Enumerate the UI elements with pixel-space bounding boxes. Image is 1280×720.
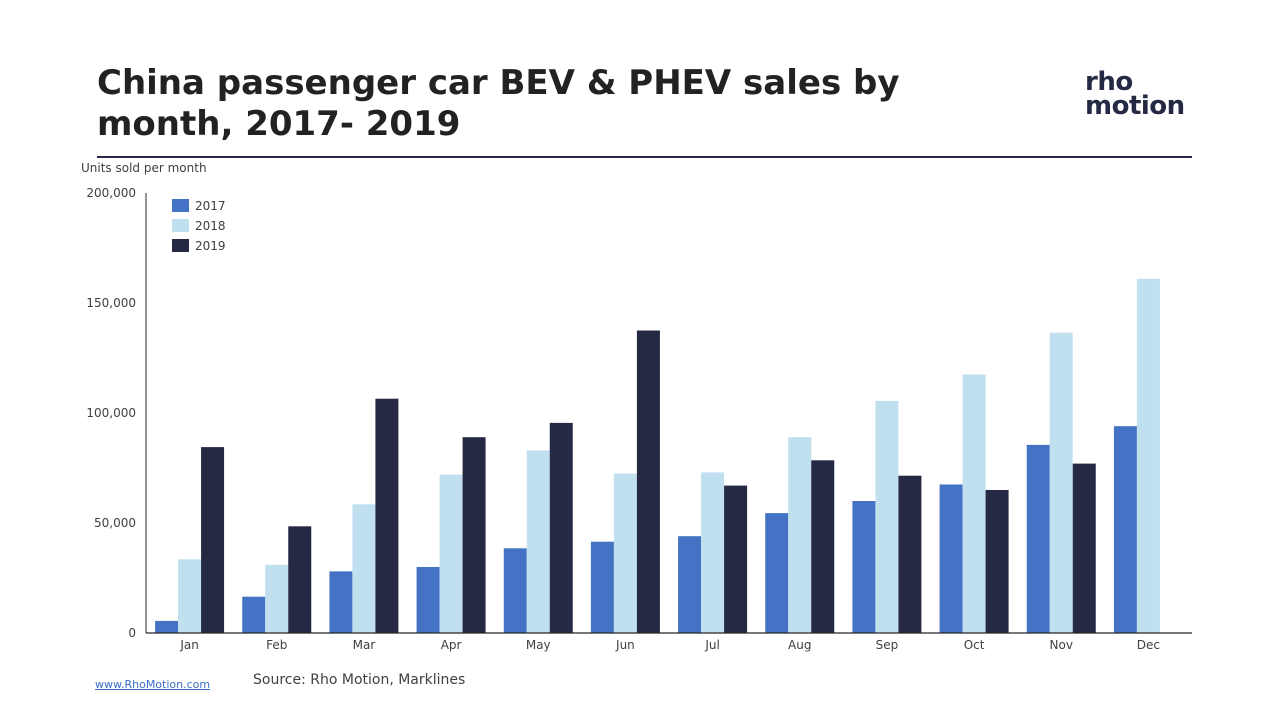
- legend-swatch-2019: [172, 239, 189, 252]
- legend-label-2018: 2018: [195, 219, 226, 233]
- legend-swatch-2017: [172, 199, 189, 212]
- y-tick-label: 150,000: [86, 296, 136, 310]
- bar-2017-jan: [155, 620, 179, 633]
- logo-line-rho: rho: [1085, 67, 1133, 97]
- bar-2019-jun: [636, 330, 660, 633]
- bar-2017-dec: [1113, 426, 1137, 633]
- bar-2019-oct: [985, 490, 1009, 633]
- y-tick-label: 50,000: [94, 516, 136, 530]
- y-tick-label: 200,000: [86, 186, 136, 200]
- bar-2017-sep: [852, 501, 876, 633]
- bar-2018-feb: [265, 564, 289, 633]
- bar-2017-feb: [242, 596, 266, 633]
- bar-2018-aug: [788, 437, 812, 633]
- y-tick-label: 0: [128, 626, 136, 640]
- bar-2019-aug: [811, 460, 835, 633]
- rhomotion-website-link[interactable]: www.RhoMotion.com: [95, 678, 211, 691]
- x-tick-label: Jun: [615, 638, 635, 652]
- bar-2018-nov: [1049, 332, 1073, 633]
- bar-2019-apr: [462, 437, 486, 633]
- bar-2017-apr: [416, 567, 440, 633]
- bar-2019-nov: [1072, 463, 1096, 633]
- bar-2018-oct: [962, 374, 986, 633]
- title-divider: [97, 156, 1192, 158]
- bar-2019-may: [549, 422, 573, 633]
- bar-2017-oct: [939, 484, 963, 633]
- legend-label-2017: 2017: [195, 199, 226, 213]
- bar-2019-jan: [201, 447, 225, 633]
- bar-2017-mar: [329, 571, 353, 633]
- x-tick-label: Nov: [1050, 638, 1073, 652]
- bar-2018-may: [526, 450, 550, 633]
- x-tick-label: Feb: [266, 638, 287, 652]
- bar-2019-mar: [375, 398, 399, 633]
- bar-2017-aug: [765, 513, 789, 633]
- source-note: Source: Rho Motion, Marklines: [253, 672, 466, 688]
- x-tick-label: Sep: [876, 638, 899, 652]
- y-tick-label: 100,000: [86, 406, 136, 420]
- x-tick-label: Apr: [441, 638, 462, 652]
- x-tick-label: Mar: [353, 638, 376, 652]
- x-tick-label: Jul: [704, 638, 719, 652]
- x-tick-label: Jan: [179, 638, 199, 652]
- bar-2019-jul: [724, 485, 748, 633]
- bar-2018-mar: [352, 504, 376, 633]
- bar-2019-sep: [898, 475, 922, 633]
- logo-line-motion: motion: [1085, 91, 1185, 121]
- rho-motion-logo: rho motion: [1085, 67, 1193, 121]
- bar-2017-jun: [590, 541, 614, 633]
- x-tick-label: Dec: [1137, 638, 1160, 652]
- bar-2018-sep: [875, 400, 899, 633]
- bar-2018-apr: [439, 474, 463, 633]
- bar-2017-nov: [1026, 444, 1050, 633]
- bar-2018-dec: [1136, 278, 1160, 633]
- bar-2018-jul: [701, 472, 725, 633]
- bar-2018-jun: [613, 473, 637, 633]
- bar-2019-feb: [288, 526, 312, 633]
- y-axis-label: Units sold per month: [81, 161, 207, 175]
- legend-swatch-2018: [172, 219, 189, 232]
- chart-title: China passenger car BEV & PHEV sales by …: [97, 63, 900, 144]
- legend-label-2019: 2019: [195, 239, 226, 253]
- bar-2018-jan: [178, 559, 202, 633]
- x-tick-label: Oct: [964, 638, 985, 652]
- x-tick-label: Aug: [788, 638, 811, 652]
- bar-2017-may: [503, 548, 527, 633]
- bar-2017-jul: [678, 536, 702, 633]
- x-tick-label: May: [526, 638, 551, 652]
